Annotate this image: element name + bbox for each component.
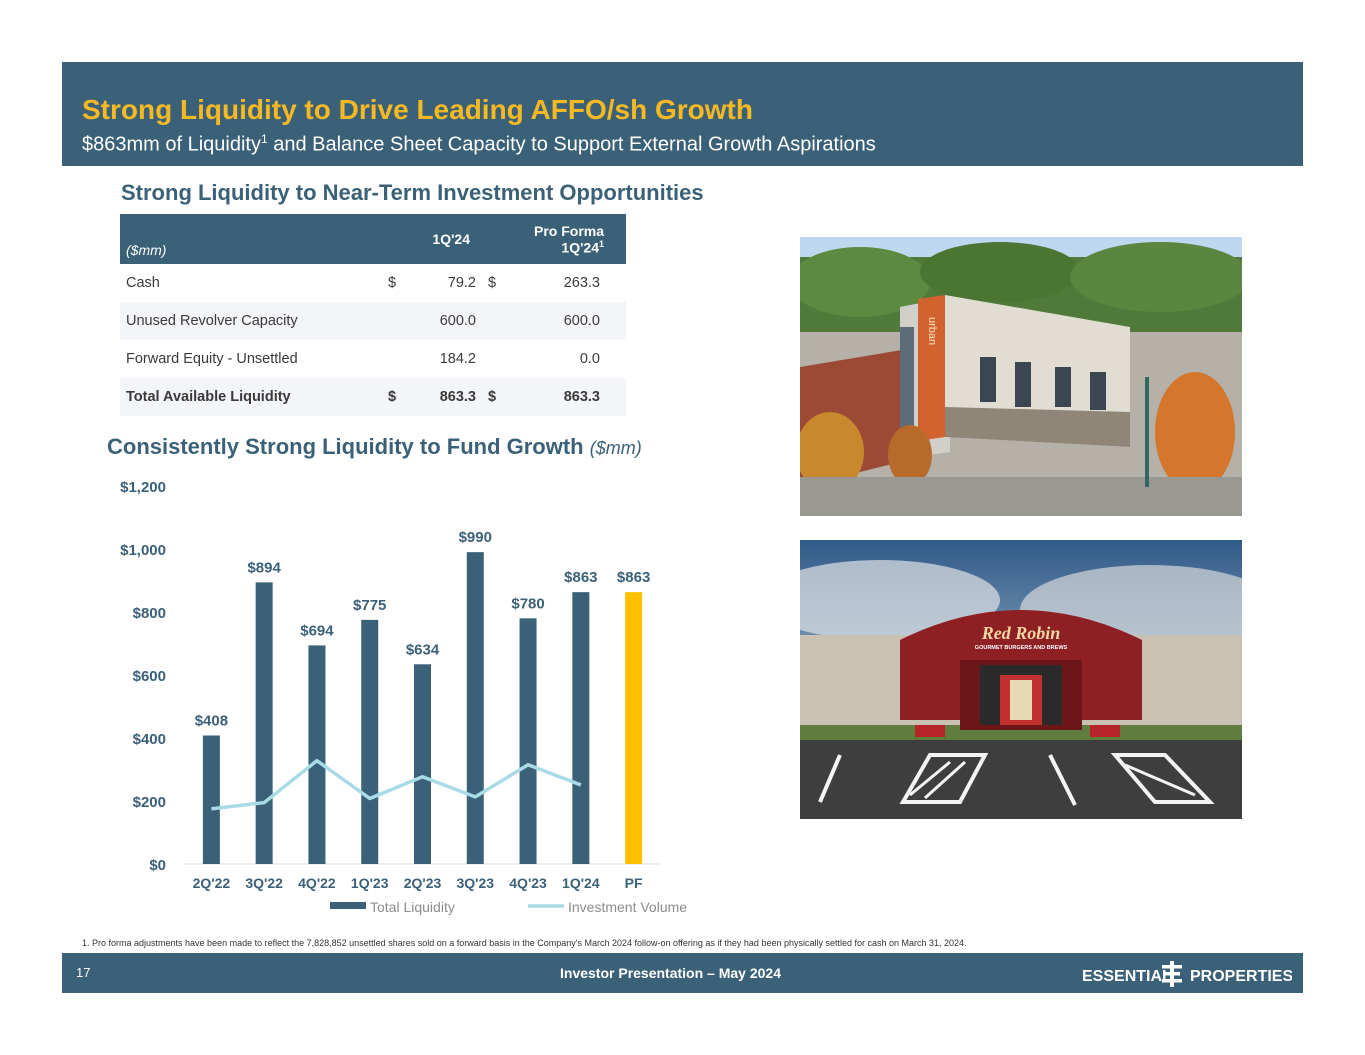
x-tick-label: 1Q'23 xyxy=(351,875,389,891)
row-currency xyxy=(482,302,512,340)
y-tick-label: $200 xyxy=(133,794,166,811)
x-tick-label: 4Q'22 xyxy=(298,875,336,891)
row-currency: $ xyxy=(488,275,497,291)
table-units-label: ($mm) xyxy=(120,214,382,264)
y-tick-label: $600 xyxy=(133,668,166,685)
chart-section-title: Consistently Strong Liquidity to Fund Gr… xyxy=(107,434,642,460)
row-value-1q24: 79.2 xyxy=(447,275,476,291)
essential-properties-logo: ESSENTIAL PROPERTIES xyxy=(1082,961,1292,987)
liquidity-chart: $0 $200 $400 $600 $800 $1,000 $1,200 $408 $894 $6… xyxy=(120,479,687,915)
chart-title: Consistently Strong Liquidity to Fund Gr… xyxy=(107,434,584,459)
row-value-1q24: 184.2 xyxy=(439,351,476,367)
y-tick-label: $400 xyxy=(133,731,166,748)
bar-data-label: $408 xyxy=(195,712,228,729)
table-row: Cash $ 79.2 $ 263.3 xyxy=(120,264,626,302)
building-photo: urban xyxy=(800,237,1242,516)
bar xyxy=(519,618,537,864)
row-value-pro-forma: 0.0 xyxy=(579,351,600,367)
table-col-footnote-marker: 1 xyxy=(598,238,604,249)
x-tick-label: 3Q'23 xyxy=(456,875,494,891)
restaurant-photo: Red Robin GOURMET BURGERS AND BREWS xyxy=(800,540,1242,819)
chart-unit: ($mm) xyxy=(589,438,642,458)
row-value-pro-forma: 863.3 xyxy=(512,378,626,416)
legend-label-investment-volume: Investment Volume xyxy=(568,899,687,915)
row-currency xyxy=(382,302,412,340)
bar xyxy=(572,592,590,864)
table-col-pro-forma: Pro Forma 1Q'241 xyxy=(482,214,626,264)
subtitle-post: and Balance Sheet Capacity to Support Ex… xyxy=(267,133,876,156)
y-tick-label: $1,000 xyxy=(120,542,166,559)
x-tick-label: PF xyxy=(625,875,643,891)
bar-data-label: $990 xyxy=(459,529,492,546)
y-tick-label: $800 xyxy=(133,605,166,622)
investment-volume-line xyxy=(211,758,582,811)
y-tick-label: $1,200 xyxy=(120,479,166,496)
row-label: Total Available Liquidity xyxy=(120,378,382,416)
bar xyxy=(308,645,326,864)
row-currency: $ xyxy=(482,378,512,416)
bar-data-label: $863 xyxy=(617,569,650,586)
page-title: Strong Liquidity to Drive Leading AFFO/s… xyxy=(82,94,753,125)
restaurant-sign-subtext: GOURMET BURGERS AND BREWS xyxy=(975,645,1068,651)
row-currency xyxy=(382,340,412,378)
row-value-1q24: 863.3 xyxy=(412,378,482,416)
row-currency: $ xyxy=(382,378,412,416)
page-subtitle: $863mm of Liquidity1 and Balance Sheet C… xyxy=(82,132,876,157)
bar-data-label: $775 xyxy=(353,597,386,614)
page-number: 17 xyxy=(76,965,91,980)
footer-bar: 17 Investor Presentation – May 2024 ESSE… xyxy=(62,953,1303,993)
logo-right-text: PROPERTIES xyxy=(1190,968,1292,985)
row-currency: $ xyxy=(388,275,397,291)
table-col-pro-forma-line2: 1Q'24 xyxy=(561,239,599,256)
footnote: 1. Pro forma adjustments have been made … xyxy=(82,938,967,948)
header-banner: Strong Liquidity to Drive Leading AFFO/s… xyxy=(62,62,1303,166)
building-sign-text: urban xyxy=(926,317,938,345)
logo-left-text: ESSENTIAL xyxy=(1082,968,1172,985)
bar-data-label: $634 xyxy=(406,641,440,658)
row-label: Forward Equity - Unsettled xyxy=(126,351,298,367)
x-tick-label: 1Q'24 xyxy=(562,875,600,891)
footer-title: Investor Presentation – May 2024 xyxy=(560,965,781,981)
logo-mark-icon xyxy=(1162,961,1182,987)
table-row: Forward Equity - Unsettled 184.2 0.0 xyxy=(120,340,626,378)
row-value-pro-forma: 600.0 xyxy=(512,302,626,340)
x-tick-label: 3Q'22 xyxy=(245,875,283,891)
bar xyxy=(466,552,484,864)
y-tick-label: $0 xyxy=(149,857,166,874)
bar-data-label: $780 xyxy=(511,595,544,612)
row-label: Unused Revolver Capacity xyxy=(120,302,382,340)
bar-data-label: $694 xyxy=(300,622,334,639)
bar xyxy=(625,592,643,864)
restaurant-sign-text: Red Robin xyxy=(981,623,1061,643)
table-col-pro-forma-line1: Pro Forma xyxy=(533,222,604,239)
table-row: Unused Revolver Capacity 600.0 600.0 xyxy=(120,302,626,340)
bar xyxy=(414,664,431,864)
x-tick-label: 2Q'22 xyxy=(193,875,231,891)
bar xyxy=(255,582,273,864)
liquidity-table: ($mm) 1Q'24 Pro Forma 1Q'241 Cash $ 79.2… xyxy=(120,214,626,416)
table-total-row: Total Available Liquidity $ 863.3 $ 863.… xyxy=(120,378,626,416)
table-header-row: ($mm) 1Q'24 Pro Forma 1Q'241 xyxy=(120,214,626,264)
x-tick-label: 2Q'23 xyxy=(404,875,442,891)
subtitle-footnote-marker: 1 xyxy=(260,132,268,146)
bar xyxy=(202,735,220,864)
bar-data-label: $863 xyxy=(564,569,597,586)
bar xyxy=(361,619,379,864)
x-tick-label: 4Q'23 xyxy=(509,875,547,891)
table-section-title: Strong Liquidity to Near-Term Investment… xyxy=(121,180,704,205)
bar-data-label: $894 xyxy=(247,559,281,576)
row-currency xyxy=(482,340,512,378)
subtitle-pre: $863mm of Liquidity xyxy=(82,133,261,156)
table-col-1q24: 1Q'24 xyxy=(382,214,482,264)
row-value-pro-forma: 263.3 xyxy=(563,275,600,291)
legend-swatch-total-liquidity xyxy=(330,902,366,909)
row-label: Cash xyxy=(126,275,160,291)
legend-label-total-liquidity: Total Liquidity xyxy=(370,899,455,915)
row-value-1q24: 600.0 xyxy=(412,302,482,340)
